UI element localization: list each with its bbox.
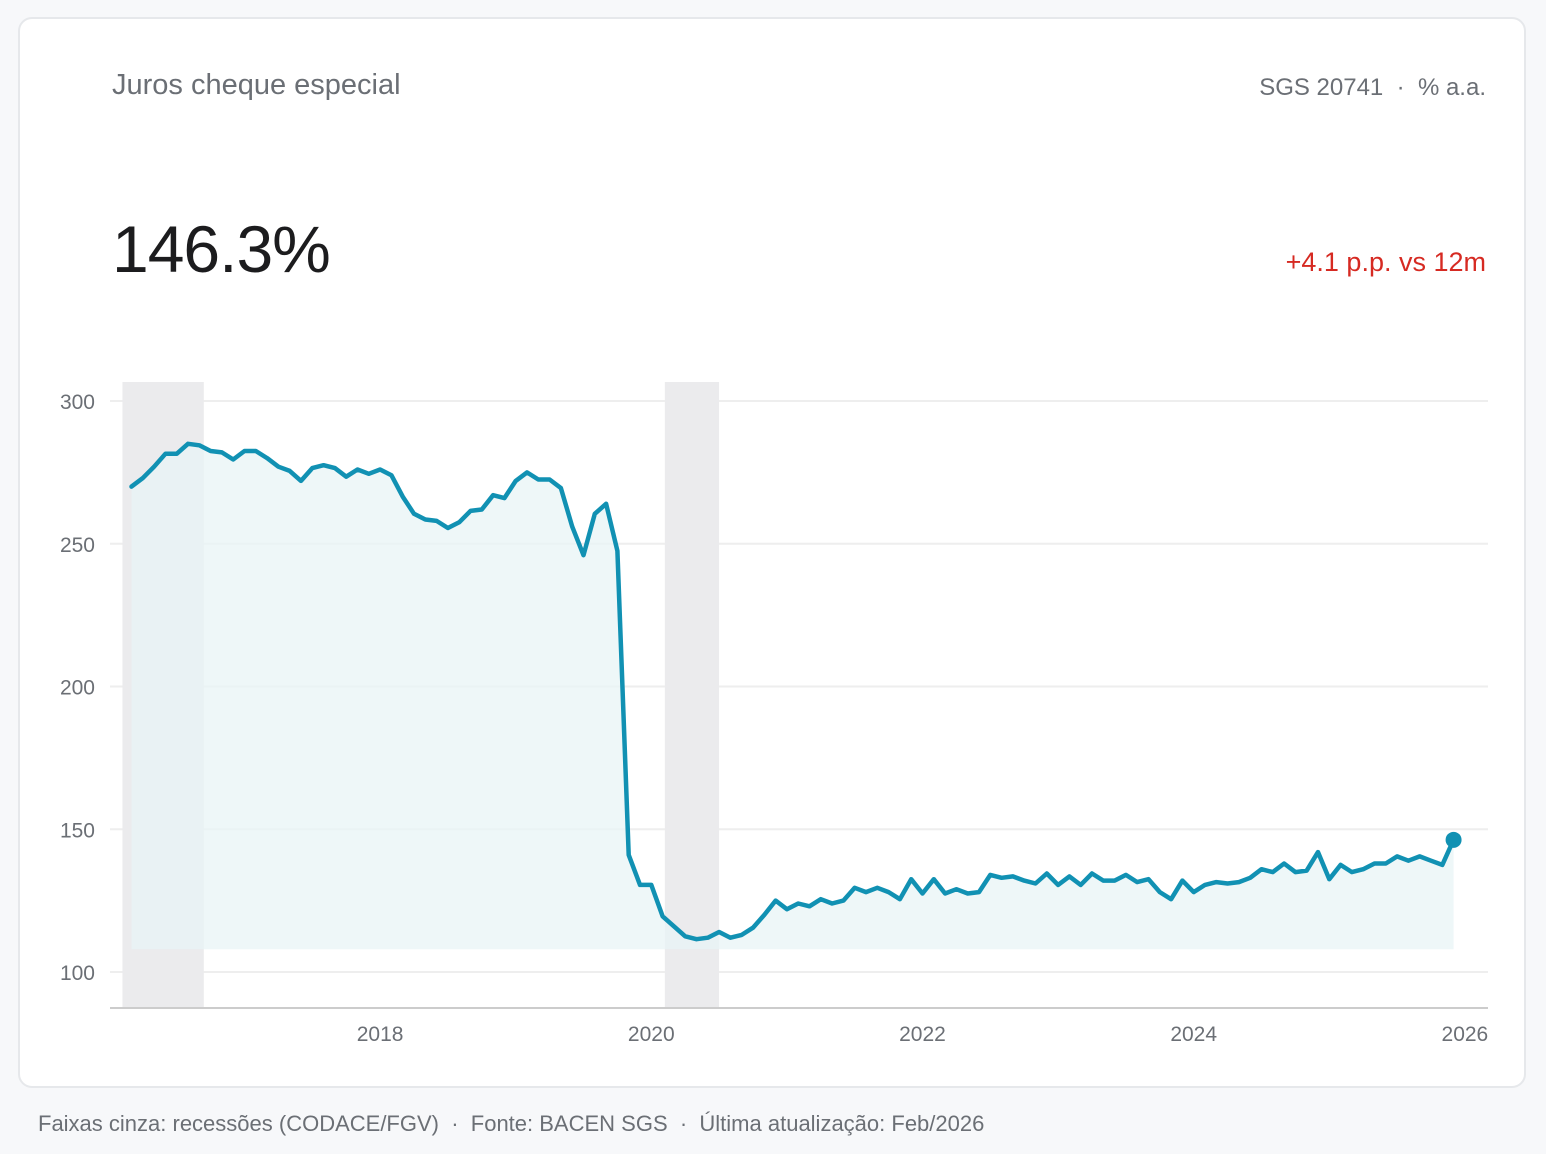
x-tick-label: 2020 [628,1023,675,1046]
meta-separator: · [1383,74,1418,101]
current-value: 146.3% [112,212,331,286]
series-code: SGS 20741 [1259,74,1384,101]
y-tick-label: 200 [60,677,95,700]
delta-12m: +4.1 p.p. vs 12m [1285,247,1486,277]
y-tick-label: 150 [60,819,95,842]
x-tick-label: 2026 [1442,1023,1489,1046]
y-tick-label: 100 [60,962,95,985]
series-meta: SGS 20741 · % a.a. [1259,74,1486,102]
series-unit: % a.a. [1417,74,1486,101]
footer-recessions: Faixas cinza: recessões (CODACE/FGV) [38,1111,439,1136]
series-area [131,443,1454,950]
y-tick-label: 300 [60,391,95,414]
series-line [129,441,1456,942]
x-tick-label: 2022 [899,1023,946,1046]
x-tick-label: 2018 [357,1023,404,1046]
footer-separator: · [438,1111,471,1136]
x-tick-label: 2024 [1170,1023,1217,1046]
card-title: Juros cheque especial [112,69,401,101]
y-tick-label: 250 [60,534,95,557]
footer-updated: Última atualização: Feb/2026 [699,1111,985,1136]
last-value-marker [1445,831,1462,848]
footer-source: Fonte: BACEN SGS [470,1111,668,1136]
recession-band [664,382,720,1008]
footer-separator: · [667,1111,700,1136]
footer-note: Faixas cinza: recessões (CODACE/FGV) · F… [38,1111,984,1137]
